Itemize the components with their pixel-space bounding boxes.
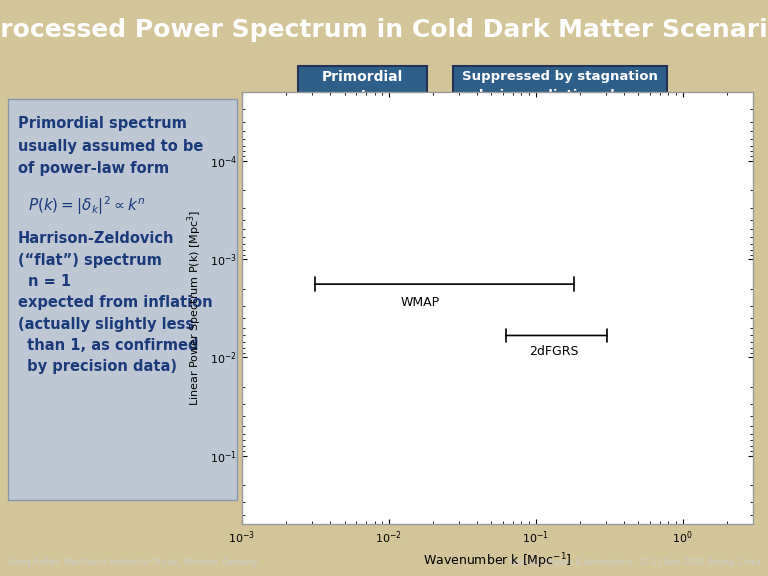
Text: Suppressed by stagnation: Suppressed by stagnation xyxy=(462,70,658,82)
Text: usually assumed to be: usually assumed to be xyxy=(18,139,204,154)
Text: (actually slightly less: (actually slightly less xyxy=(18,317,194,332)
Text: 2dFGRS: 2dFGRS xyxy=(529,345,578,358)
Text: Primordial: Primordial xyxy=(321,70,402,84)
Text: Primordial spectrum: Primordial spectrum xyxy=(18,116,187,131)
Text: $P(k) = |\delta_k|^2 \propto k^n$: $P(k) = |\delta_k|^2 \propto k^n$ xyxy=(28,195,145,217)
FancyBboxPatch shape xyxy=(453,66,667,128)
Y-axis label: Linear Power Spectrum P(k) [Mpc$^3$]: Linear Power Spectrum P(k) [Mpc$^3$] xyxy=(186,210,204,406)
Text: during radiation phase: during radiation phase xyxy=(475,89,646,102)
Text: Harrison-Zeldovich: Harrison-Zeldovich xyxy=(18,231,174,246)
Text: by precision data): by precision data) xyxy=(22,359,177,374)
Text: Processed Power Spectrum in Cold Dark Matter Scenario: Processed Power Spectrum in Cold Dark Ma… xyxy=(0,18,768,42)
Text: Georg Raffelt, Max-Planck-Institut für Physik, München, Germany: Georg Raffelt, Max-Planck-Institut für P… xyxy=(8,558,257,567)
Text: spectrum: spectrum xyxy=(325,89,399,103)
Text: expected from inflation: expected from inflation xyxy=(18,295,213,310)
Text: of power-law form: of power-law form xyxy=(18,161,169,176)
X-axis label: Wavenumber k [Mpc$^{-1}$]: Wavenumber k [Mpc$^{-1}$] xyxy=(423,551,571,571)
Text: (“flat”) spectrum: (“flat”) spectrum xyxy=(18,253,162,268)
FancyBboxPatch shape xyxy=(8,99,237,499)
Text: WMAP: WMAP xyxy=(400,296,439,309)
FancyBboxPatch shape xyxy=(298,66,427,128)
Text: Neutrino Physics & Astrophysics , 17-21 Sept 2008, Beijing, China: Neutrino Physics & Astrophysics , 17-21 … xyxy=(508,558,760,567)
Text: n = 1: n = 1 xyxy=(28,274,71,289)
Text: than 1, as confirmed: than 1, as confirmed xyxy=(22,338,198,353)
